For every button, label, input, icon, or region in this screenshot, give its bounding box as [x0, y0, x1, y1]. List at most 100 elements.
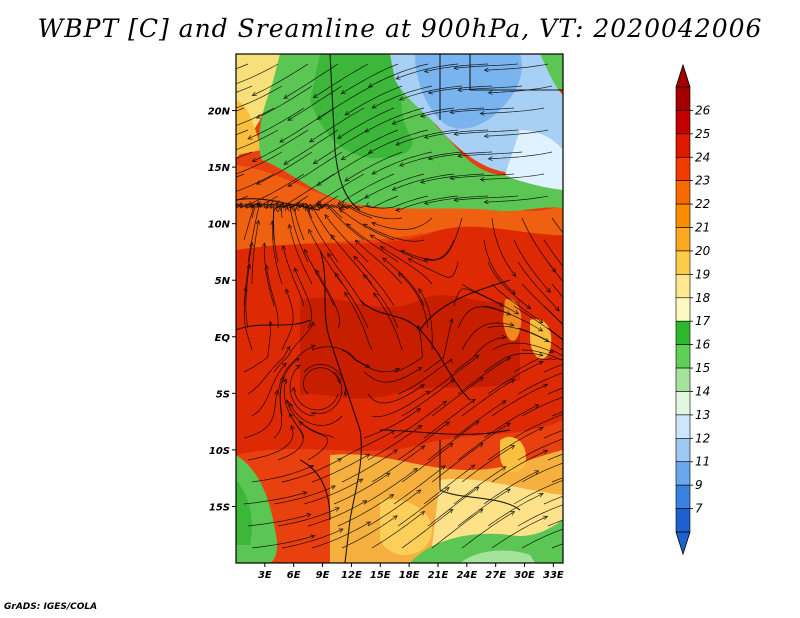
streamline-arrow — [423, 257, 429, 263]
streamline — [513, 480, 563, 505]
streamline-arrow — [291, 386, 296, 392]
streamline — [299, 421, 329, 461]
lon-label: 3E — [258, 570, 272, 581]
streamline — [484, 195, 549, 203]
streamline-arrow — [324, 214, 330, 220]
streamline-arrow — [389, 493, 395, 499]
streamline — [453, 466, 507, 505]
lat-label: 5N — [215, 276, 231, 287]
streamline — [243, 390, 278, 439]
streamline — [399, 151, 463, 167]
streamline-arrow — [420, 445, 426, 450]
streamline — [547, 327, 563, 341]
streamline-arrow — [487, 90, 493, 95]
streamline — [252, 63, 309, 96]
colorbar-top-arrow — [675, 63, 691, 88]
streamline-arrow — [315, 269, 320, 275]
streamline — [256, 85, 313, 119]
streamline — [279, 107, 335, 143]
lat-label: 10N — [208, 220, 231, 231]
colorbar-segment — [675, 508, 691, 533]
streamline — [454, 63, 519, 69]
streamline — [341, 63, 399, 94]
streamline — [424, 217, 463, 261]
lon-label: 15E — [370, 570, 391, 581]
streamline-arrow — [285, 345, 291, 351]
streamline-arrow — [308, 228, 313, 234]
streamline-arrow — [569, 354, 573, 358]
colorbar-segment — [675, 110, 691, 135]
streamline-arrow — [268, 320, 273, 326]
lon-label: 12E — [341, 570, 362, 581]
streamline — [401, 379, 455, 417]
country-border — [379, 429, 511, 435]
streamline-arrow — [587, 265, 591, 269]
lon-label: 27E — [485, 570, 506, 581]
streamline-arrow — [336, 378, 342, 384]
streamline — [543, 429, 563, 439]
streamline-arrow — [309, 137, 315, 143]
streamline-arrow — [597, 360, 601, 364]
streamline-arrow — [479, 111, 485, 116]
streamline-arrow — [285, 288, 290, 294]
streamline — [287, 151, 343, 187]
streamline — [450, 107, 515, 113]
streamline — [309, 173, 365, 209]
streamline-arrow — [453, 131, 459, 137]
country-border — [439, 440, 521, 511]
streamline — [487, 493, 544, 527]
streamline-arrow — [577, 457, 581, 461]
streamline — [371, 85, 433, 109]
streamline — [341, 449, 398, 483]
colorbar-label: 7 — [695, 502, 703, 516]
streamline — [393, 400, 447, 439]
streamline — [337, 430, 395, 461]
streamline — [491, 342, 554, 353]
colorbar-bottom-arrow — [675, 531, 691, 556]
streamline-arrow — [289, 402, 294, 408]
streamline — [408, 258, 459, 278]
streamline — [457, 422, 511, 461]
streamline-arrow — [279, 138, 285, 143]
streamline-arrow — [340, 155, 346, 161]
streamline — [487, 427, 544, 461]
streamline-arrow — [568, 359, 572, 363]
streamline — [428, 85, 493, 94]
streamline — [457, 306, 511, 329]
streamline — [424, 129, 489, 139]
streamline-arrow — [285, 399, 290, 405]
streamline — [364, 173, 425, 199]
lon-label: 21E — [428, 570, 449, 581]
streamline — [454, 129, 519, 135]
streamline — [236, 203, 256, 219]
streamline-arrow — [538, 318, 544, 324]
streamline — [302, 367, 341, 395]
streamline — [393, 325, 423, 373]
streamline-arrow — [478, 442, 484, 448]
streamline-arrow — [398, 96, 405, 101]
streamline-arrow — [249, 241, 254, 247]
streamline — [483, 305, 543, 332]
streamline — [311, 521, 371, 549]
streamline-arrow — [483, 133, 489, 139]
colorbar-segment — [675, 461, 691, 486]
streamline-arrow — [505, 311, 512, 316]
streamline-arrow — [448, 358, 453, 364]
streamline — [458, 85, 523, 91]
streamline-arrow — [444, 486, 450, 492]
streamline — [341, 349, 400, 373]
streamline-arrow — [365, 202, 371, 207]
streamline-arrow — [416, 408, 422, 413]
streamline-arrow — [534, 404, 540, 409]
colorbar-label: 18 — [695, 291, 711, 305]
streamline-arrow — [353, 255, 359, 261]
lon-label: 18E — [399, 570, 420, 581]
streamline — [371, 151, 433, 175]
streamline — [547, 453, 563, 461]
streamline-arrow — [228, 202, 233, 206]
streamline — [313, 63, 369, 98]
lon-label: 24E — [456, 570, 477, 581]
streamline-arrow — [191, 167, 195, 171]
streamline-arrow — [572, 368, 576, 372]
streamline — [367, 489, 422, 527]
